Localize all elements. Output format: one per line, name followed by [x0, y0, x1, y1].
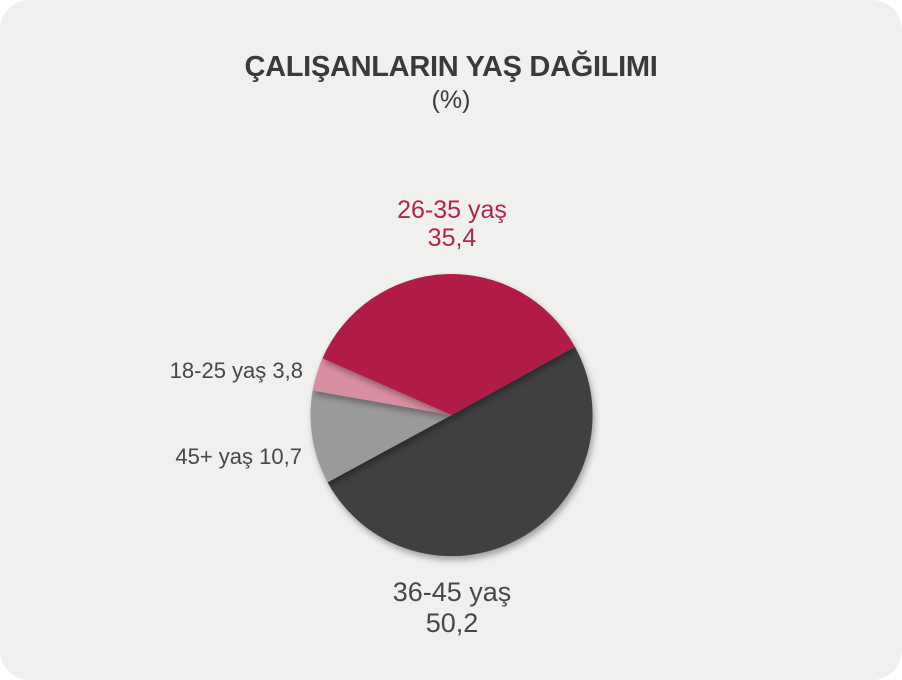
slice-value: 50,2: [425, 608, 479, 638]
slice-callout-26-35: 26-35 yaş 35,4: [397, 196, 507, 252]
pie-slice-18-25-ya-: [312, 358, 452, 415]
slice-callout-36-45: 36-45 yaş 50,2: [393, 577, 512, 639]
pie-slice-26-35-ya-: [322, 273, 575, 415]
slice-label: 45+ yaş: [175, 444, 254, 469]
slice-callout-45-plus: 45+ yaş 10,7: [175, 445, 302, 469]
slice-callout-18-25: 18-25 yaş 3,8: [170, 359, 303, 383]
pie-slice-45+-ya-: [310, 390, 452, 483]
chart-title: ÇALIŞANLARIN YAŞ DAĞILIMI: [244, 51, 658, 83]
slice-value: 10,7: [259, 444, 302, 469]
chart-subtitle: (%): [431, 86, 471, 114]
slice-value: 35,4: [427, 224, 477, 252]
slice-label: 18-25 yaş: [169, 358, 267, 383]
slice-value: 3,8: [272, 358, 303, 383]
slice-label: 26-35 yaş: [397, 196, 507, 224]
slice-label: 36-45 yaş: [392, 577, 512, 607]
pie-slice-36-45-ya-: [327, 346, 593, 557]
chart-title-block: ÇALIŞANLARIN YAŞ DAĞILIMI (%): [0, 50, 902, 115]
